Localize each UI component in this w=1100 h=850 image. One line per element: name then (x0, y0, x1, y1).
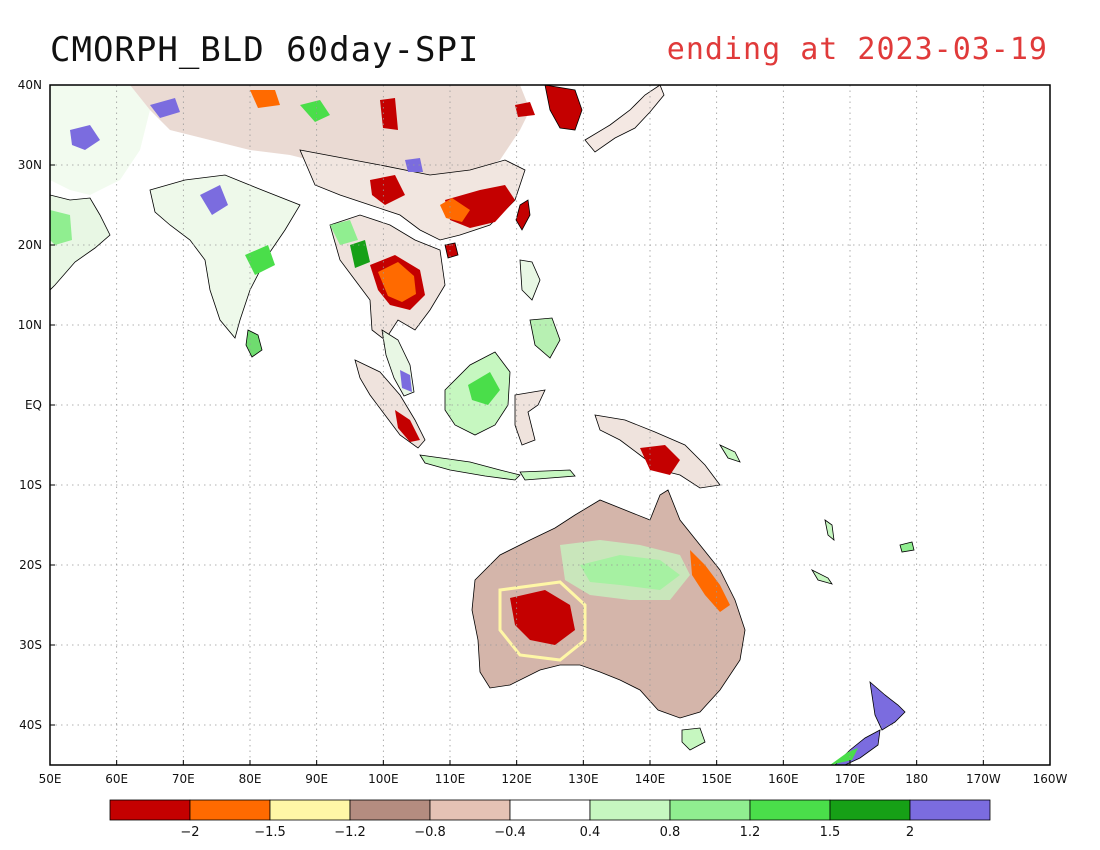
lat-tick-label: 10N (18, 318, 42, 332)
legend-label: 1.5 (820, 825, 841, 840)
map-frame (49, 84, 1051, 766)
map-gridlines (50, 85, 1050, 765)
lon-tick-label: 120E (501, 772, 532, 786)
thailand-dry-ring (378, 262, 416, 302)
sumatra-dry (395, 410, 420, 442)
legend-swatch (669, 799, 751, 821)
lon-tick-label: 130E (568, 772, 599, 786)
lat-tick-label: 40N (18, 78, 42, 92)
green-patch-5 (330, 220, 358, 245)
legend-label: −0.4 (494, 825, 526, 840)
luzon (519, 259, 541, 301)
new-guinea-dry (640, 445, 680, 475)
green-patch-4 (245, 245, 275, 275)
lat-tick-label: 40S (19, 718, 42, 732)
legend-label: 0.4 (580, 825, 601, 840)
legend-label: −1.2 (334, 825, 366, 840)
lon-tick-label: 110E (435, 772, 466, 786)
lat-tick-label: 30N (18, 158, 42, 172)
korea (544, 85, 583, 131)
legend-swatch (589, 799, 671, 821)
java (419, 454, 521, 481)
lat-tick-label: EQ (25, 398, 42, 412)
vanuatu (824, 519, 835, 541)
dry-patch-3 (380, 98, 398, 130)
lon-tick-label: 160E (768, 772, 799, 786)
legend-swatch (269, 799, 351, 821)
green-patch-1 (50, 210, 72, 245)
new-zealand-north (869, 680, 906, 731)
latitude-labels: 40N 30N 20N 10N EQ 10S 20S 30S 40S (18, 78, 55, 732)
legend-label: 2 (906, 825, 914, 840)
lat-tick-label: 20S (19, 558, 42, 572)
legend-label: −1.5 (254, 825, 286, 840)
lon-tick-label: 170W (966, 772, 1001, 786)
purple-patch-4 (400, 370, 412, 392)
legend-label: 1.2 (740, 825, 761, 840)
legend-label: 0.8 (660, 825, 681, 840)
land-layer (50, 85, 915, 765)
lon-tick-label: 160W (1033, 772, 1068, 786)
legend-label: −2 (180, 825, 199, 840)
purple-patch-2 (200, 185, 228, 215)
asia-north-region (130, 85, 530, 180)
legend-swatch (189, 799, 271, 821)
mindanao (529, 317, 561, 359)
solomon-islands (718, 444, 741, 463)
lon-tick-label: 80E (239, 772, 262, 786)
australia-north-green (560, 540, 690, 600)
green-patch-3 (350, 240, 370, 268)
lat-tick-label: 10S (19, 478, 42, 492)
map-title: CMORPH_BLD 60day-SPI (50, 30, 480, 70)
lon-tick-label: 70E (172, 772, 195, 786)
lon-tick-label: 140E (635, 772, 666, 786)
map-subtitle: ending at 2023-03-19 (666, 32, 1048, 67)
tasmania (681, 727, 706, 751)
lon-tick-label: 170E (835, 772, 866, 786)
australia (471, 489, 746, 719)
dry-patch-1 (370, 175, 405, 205)
purple-patch-3 (150, 98, 180, 118)
legend-swatch (909, 799, 991, 821)
lesser-sunda (519, 469, 576, 481)
lon-tick-label: 90E (305, 772, 328, 786)
sulawesi (514, 389, 546, 446)
new-zealand-west (830, 748, 858, 765)
legend-swatch (429, 799, 511, 821)
australia-west-ring (498, 580, 587, 662)
legend-swatch (109, 799, 191, 821)
borneo-wet (468, 372, 500, 405)
japan (584, 85, 665, 153)
legend-swatch (829, 799, 911, 821)
lon-tick-label: 50E (39, 772, 62, 786)
longitude-labels: 50E 60E 70E 80E 90E 100E 110E 120E 130E 140E 150E 1… (39, 760, 1068, 786)
new-caledonia (810, 569, 833, 585)
china-orange-band (440, 198, 470, 222)
lon-tick-label: 150E (701, 772, 732, 786)
lon-tick-label: 100E (368, 772, 399, 786)
purple-patch-1 (70, 125, 100, 150)
dry-patch-4 (515, 102, 535, 117)
legend-swatch (349, 799, 431, 821)
fiji (899, 541, 915, 553)
legend-swatch (509, 799, 591, 821)
legend-swatch (749, 799, 831, 821)
hainan (444, 242, 459, 259)
color-legend: −2 −1.5 −1.2 −0.8 −0.4 0.4 0.8 1.2 1.5 2 (109, 799, 991, 840)
dry-patch-2 (250, 90, 280, 108)
legend-label: −0.8 (414, 825, 446, 840)
australia-east-dry (690, 550, 730, 612)
australia-west-dry (510, 590, 575, 645)
lat-tick-label: 20N (18, 238, 42, 252)
lon-tick-label: 60E (105, 772, 128, 786)
lon-tick-label: 180 (905, 772, 928, 786)
green-patch-2 (300, 100, 330, 122)
lat-tick-label: 30S (19, 638, 42, 652)
